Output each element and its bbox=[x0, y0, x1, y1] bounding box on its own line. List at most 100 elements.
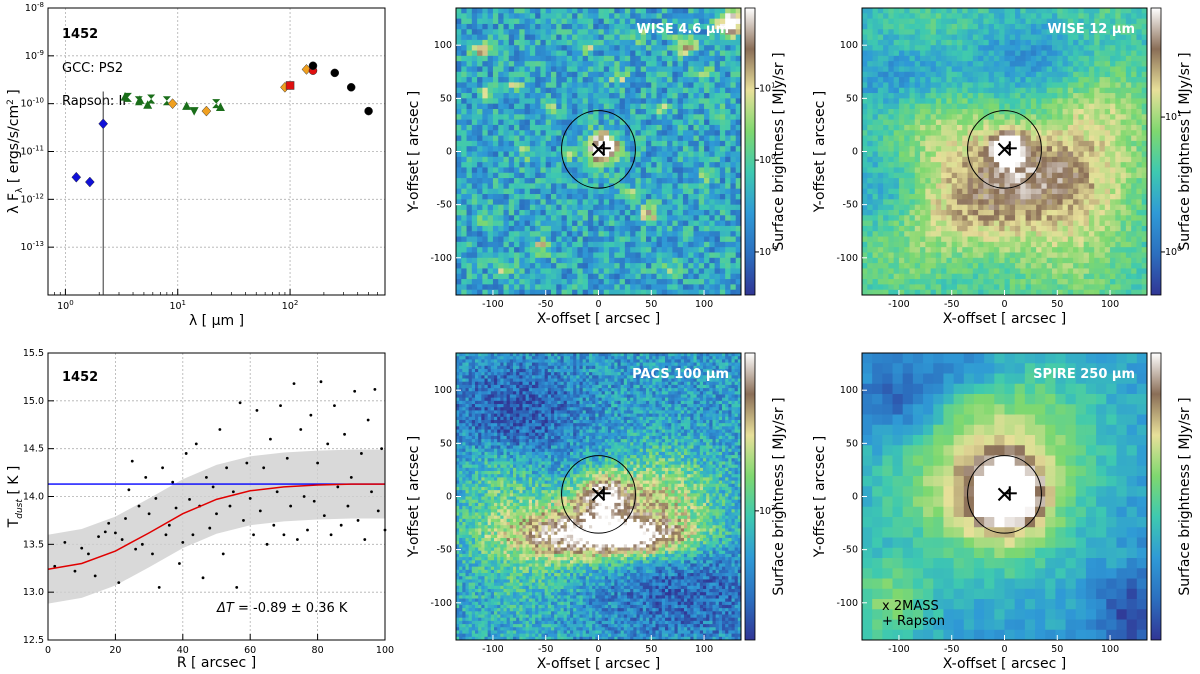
wise12-pixel bbox=[1015, 194, 1021, 200]
wise12-pixel bbox=[930, 39, 937, 46]
wise46-pixel bbox=[587, 50, 594, 57]
wise46-pixel bbox=[477, 50, 483, 57]
wise12-pixel bbox=[862, 252, 868, 259]
wise46-pixel bbox=[730, 39, 737, 46]
wise12-pixel bbox=[935, 45, 942, 52]
wise12-pixel bbox=[877, 236, 884, 243]
wise46-pixel bbox=[709, 119, 716, 126]
wise12-pixel bbox=[883, 209, 889, 216]
wise46-pixel bbox=[598, 61, 605, 68]
wise46-pixel bbox=[735, 231, 741, 238]
wise12-pixel bbox=[1015, 103, 1021, 110]
wise12-pixel bbox=[862, 167, 868, 174]
wise46-pixel bbox=[461, 263, 468, 270]
wise46-pixel bbox=[508, 98, 515, 105]
wise46-pixel bbox=[566, 66, 573, 73]
wise12-pixel bbox=[898, 183, 905, 190]
wise46-pixel bbox=[667, 289, 673, 295]
wise46-pixel bbox=[545, 13, 552, 20]
wise46-pixel bbox=[477, 13, 483, 20]
wise46-pixel bbox=[587, 140, 594, 147]
wise46-xtick-label-1: -50 bbox=[538, 299, 554, 310]
wise46-pixel bbox=[566, 151, 573, 158]
wise46-pixel bbox=[519, 71, 526, 78]
wise12-pixel bbox=[1030, 135, 1037, 142]
wise12-pixel bbox=[1036, 108, 1043, 115]
wise12-pixel bbox=[935, 172, 942, 179]
wise12-pixel bbox=[1004, 103, 1011, 110]
wise46-pixel bbox=[519, 103, 526, 110]
wise12-pixel bbox=[1020, 23, 1027, 30]
wise46-pixel bbox=[566, 273, 573, 280]
wise46-pixel bbox=[714, 77, 721, 83]
wise12-pixel bbox=[925, 18, 932, 25]
wise12-pixel bbox=[993, 124, 1000, 131]
wise12-pixel bbox=[983, 119, 990, 126]
wise46-pixel bbox=[609, 140, 615, 147]
wise12-pixel bbox=[1025, 23, 1032, 30]
wise46-pixel bbox=[482, 55, 489, 62]
wise12-pixel bbox=[930, 23, 937, 30]
wise46-pixel bbox=[598, 124, 605, 131]
wise46-pixel bbox=[556, 241, 563, 248]
wise46-pixel bbox=[551, 29, 557, 36]
wise46-pixel bbox=[577, 183, 584, 190]
wise12-pixel bbox=[888, 289, 895, 295]
wise46-pixel bbox=[624, 289, 631, 295]
wise46-pixel bbox=[503, 156, 510, 163]
wise46-pixel bbox=[598, 289, 605, 295]
wise46-pixel bbox=[688, 268, 695, 275]
wise46-pixel bbox=[714, 225, 721, 232]
tdust-point-82 bbox=[360, 452, 363, 455]
wise46-pixel bbox=[577, 124, 584, 131]
wise12-pixel bbox=[867, 289, 874, 295]
tdust-point-41 bbox=[221, 552, 225, 556]
wise12-pixel bbox=[993, 55, 1000, 62]
wise12-pixel bbox=[941, 279, 948, 285]
wise46-pixel bbox=[640, 215, 647, 222]
wise46-pixel bbox=[640, 263, 647, 270]
wise46-pixel bbox=[466, 108, 473, 115]
wise46-pixel bbox=[529, 162, 536, 169]
wise12-pixel bbox=[951, 61, 958, 68]
wise12-pixel bbox=[935, 167, 942, 174]
wise12-pixel bbox=[983, 18, 990, 25]
wise46-pixel bbox=[709, 279, 716, 285]
wise46-pixel bbox=[508, 204, 515, 211]
wise46-pixel bbox=[587, 114, 594, 121]
wise12-pixel bbox=[946, 39, 953, 46]
wise46-pixel bbox=[566, 162, 573, 169]
wise46-pixel bbox=[603, 199, 610, 206]
wise46-pixel bbox=[545, 231, 552, 238]
wise46-pixel bbox=[656, 39, 663, 46]
wise46-pixel bbox=[540, 66, 547, 73]
wise46-pixel bbox=[698, 279, 705, 285]
wise46-pixel bbox=[646, 66, 652, 73]
wise46-pixel bbox=[582, 108, 589, 115]
wise12-pixel bbox=[957, 167, 963, 174]
wise46-pixel bbox=[630, 71, 637, 78]
wise12-pixel bbox=[862, 55, 868, 62]
wise12-pixel bbox=[1020, 273, 1027, 280]
wise46-pixel bbox=[456, 151, 462, 158]
wise46-pixel bbox=[514, 178, 520, 184]
wise46-pixel bbox=[556, 23, 563, 30]
wise12-pixel bbox=[893, 194, 900, 200]
wise46-pixel bbox=[514, 268, 520, 275]
wise12-pixel bbox=[862, 66, 868, 73]
wise12-pixel bbox=[862, 119, 868, 126]
wise46-pixel bbox=[572, 284, 578, 291]
wise46-pixel bbox=[482, 183, 489, 190]
wise12-pixel bbox=[877, 8, 884, 14]
wise12-pixel bbox=[993, 289, 1000, 295]
wise12-pixel bbox=[877, 279, 884, 285]
wise12-pixel bbox=[1009, 183, 1016, 190]
wise46-pixel bbox=[688, 29, 695, 36]
wise12-pixel bbox=[962, 257, 969, 264]
wise12-pixel bbox=[983, 220, 990, 227]
tdust-point-79 bbox=[349, 475, 353, 479]
wise46-pixel bbox=[456, 23, 462, 30]
wise12-pixel bbox=[888, 103, 895, 110]
wise46-pixel bbox=[556, 151, 563, 158]
wise12-pixel bbox=[983, 23, 990, 30]
